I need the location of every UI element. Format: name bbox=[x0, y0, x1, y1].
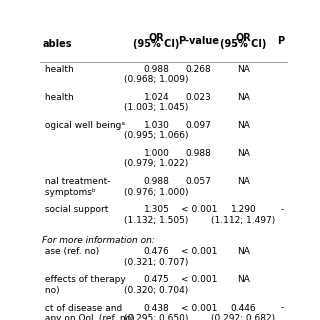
Text: (95% CI): (95% CI) bbox=[133, 39, 180, 50]
Text: health: health bbox=[43, 93, 74, 102]
Text: < 0.001: < 0.001 bbox=[180, 276, 217, 284]
Text: NA: NA bbox=[237, 276, 250, 284]
Text: < 0.001: < 0.001 bbox=[180, 304, 217, 313]
Text: social support: social support bbox=[43, 205, 109, 214]
Text: (95% CI): (95% CI) bbox=[220, 39, 267, 50]
Text: NA: NA bbox=[237, 149, 250, 158]
Text: OR: OR bbox=[149, 33, 164, 43]
Text: -: - bbox=[281, 205, 284, 214]
Text: < 0.001: < 0.001 bbox=[180, 205, 217, 214]
Text: 1.305
(1.132; 1.505): 1.305 (1.132; 1.505) bbox=[124, 205, 189, 225]
Text: 0.057: 0.057 bbox=[186, 177, 212, 186]
Text: ct of disease and
 apy on QoL (ref. no): ct of disease and apy on QoL (ref. no) bbox=[43, 304, 135, 320]
Text: < 0.001: < 0.001 bbox=[180, 247, 217, 256]
Text: 0.988
(0.968; 1.009): 0.988 (0.968; 1.009) bbox=[124, 65, 189, 84]
Text: 0.476
(0.321; 0.707): 0.476 (0.321; 0.707) bbox=[124, 247, 189, 267]
Text: P-value: P-value bbox=[178, 36, 219, 46]
Text: 0.268: 0.268 bbox=[186, 65, 212, 74]
Text: NA: NA bbox=[237, 93, 250, 102]
Text: NA: NA bbox=[237, 247, 250, 256]
Text: 0.988
(0.976; 1.000): 0.988 (0.976; 1.000) bbox=[124, 177, 189, 196]
Text: -: - bbox=[281, 304, 284, 313]
Text: 0.097: 0.097 bbox=[186, 121, 212, 130]
Text: NA: NA bbox=[237, 121, 250, 130]
Text: 0.988: 0.988 bbox=[186, 149, 212, 158]
Text: For more information on:: For more information on: bbox=[43, 236, 155, 245]
Text: 0.475
(0.320; 0.704): 0.475 (0.320; 0.704) bbox=[124, 276, 189, 295]
Text: 1.024
(1.003; 1.045): 1.024 (1.003; 1.045) bbox=[124, 93, 189, 112]
Text: effects of therapy
 no): effects of therapy no) bbox=[43, 276, 126, 295]
Text: NA: NA bbox=[237, 177, 250, 186]
Text: OR: OR bbox=[236, 33, 251, 43]
Text: 1.290
(1.112; 1.497): 1.290 (1.112; 1.497) bbox=[211, 205, 276, 225]
Text: NA: NA bbox=[237, 65, 250, 74]
Text: nal treatment-
 symptomsᵇ: nal treatment- symptomsᵇ bbox=[43, 177, 111, 196]
Text: 0.446
(0.292; 0.682): 0.446 (0.292; 0.682) bbox=[211, 304, 276, 320]
Text: 0.438
(0.295; 0.650): 0.438 (0.295; 0.650) bbox=[124, 304, 189, 320]
Text: 1.000
(0.979; 1.022): 1.000 (0.979; 1.022) bbox=[124, 149, 189, 168]
Text: 0.023: 0.023 bbox=[186, 93, 212, 102]
Text: health: health bbox=[43, 65, 74, 74]
Text: 1.030
(0.995; 1.066): 1.030 (0.995; 1.066) bbox=[124, 121, 189, 140]
Text: ogical well beingᵃ: ogical well beingᵃ bbox=[43, 121, 125, 130]
Text: P: P bbox=[277, 36, 284, 46]
Text: ase (ref. no): ase (ref. no) bbox=[43, 247, 100, 256]
Text: ables: ables bbox=[43, 39, 72, 50]
